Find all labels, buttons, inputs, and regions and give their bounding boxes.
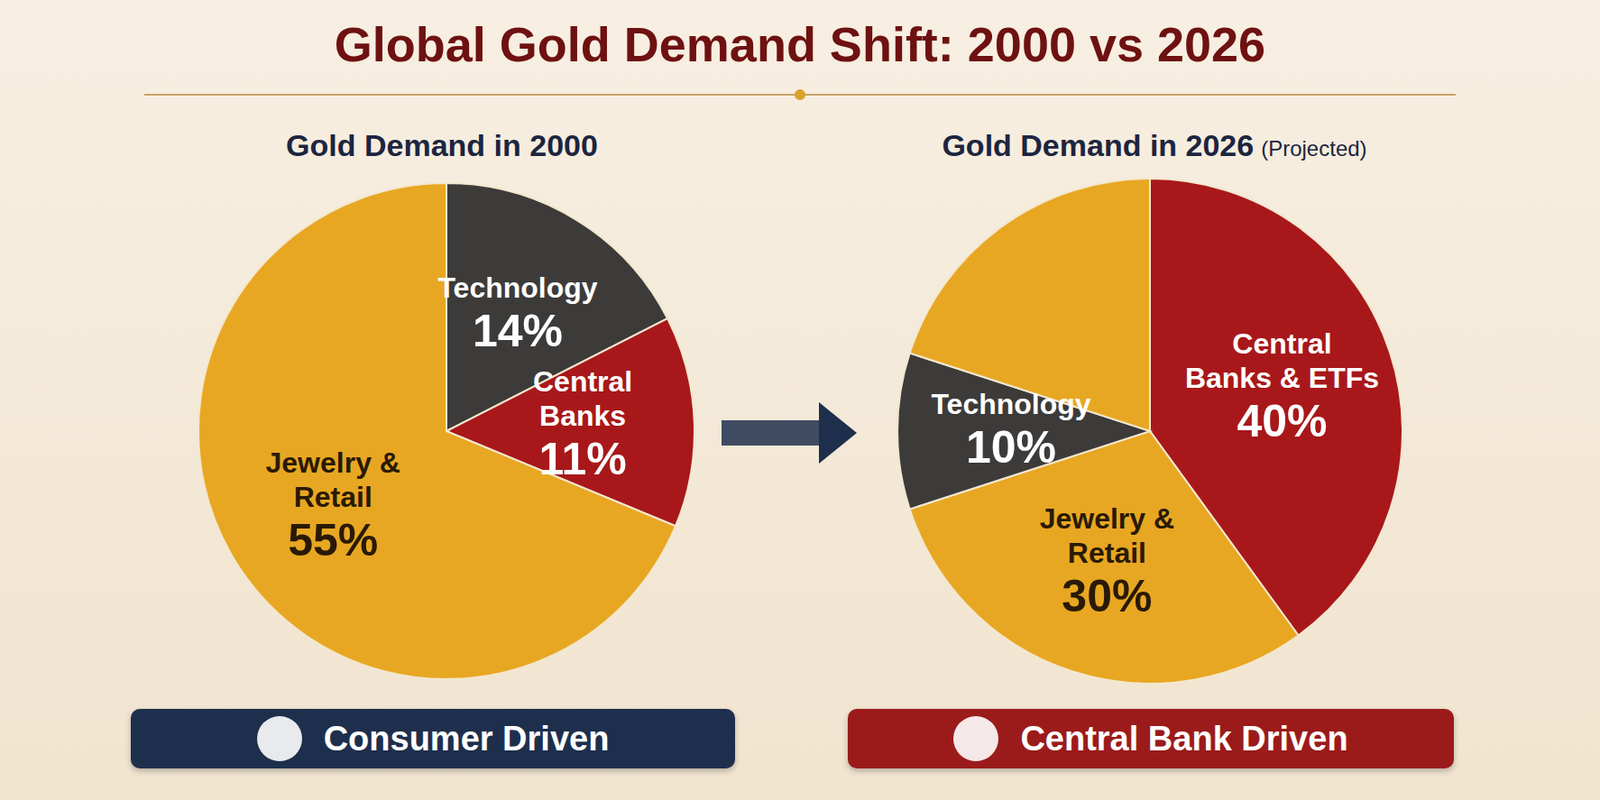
svg-text:Retail: Retail xyxy=(294,480,373,514)
svg-text:Central: Central xyxy=(1232,327,1332,360)
svg-text:30%: 30% xyxy=(1061,570,1152,622)
svg-text:Technology: Technology xyxy=(437,271,598,304)
svg-text:10%: 10% xyxy=(965,422,1057,473)
svg-text:14%: 14% xyxy=(472,305,563,357)
html-text:Gold Demand in 2000: Gold Demand in 2000 xyxy=(285,128,598,163)
svg-text:Retail: Retail xyxy=(1067,536,1147,570)
svg-text:11%: 11% xyxy=(538,433,626,485)
svg-text:Banks: Banks xyxy=(539,399,626,433)
svg-text:Jewelry &: Jewelry & xyxy=(266,446,401,479)
html-text:Central Bank Driven: Central Bank Driven xyxy=(1020,719,1349,758)
html-text:Global Gold Demand Shift: 2000: Global Gold Demand Shift: 2000 vs 2026 xyxy=(334,17,1266,72)
svg-text:Banks & ETFs: Banks & ETFs xyxy=(1185,361,1380,395)
html-text:Consumer Driven: Consumer Driven xyxy=(323,719,610,758)
html-text:Gold Demand in 2026 (Projected: Gold Demand in 2026 (Projected) xyxy=(941,128,1367,163)
svg-text:40%: 40% xyxy=(1236,395,1327,447)
svg-text:Jewelry &: Jewelry & xyxy=(1039,502,1175,535)
svg-text:Central: Central xyxy=(533,365,633,398)
svg-text:Technology: Technology xyxy=(930,387,1091,421)
svg-text:55%: 55% xyxy=(287,514,378,566)
